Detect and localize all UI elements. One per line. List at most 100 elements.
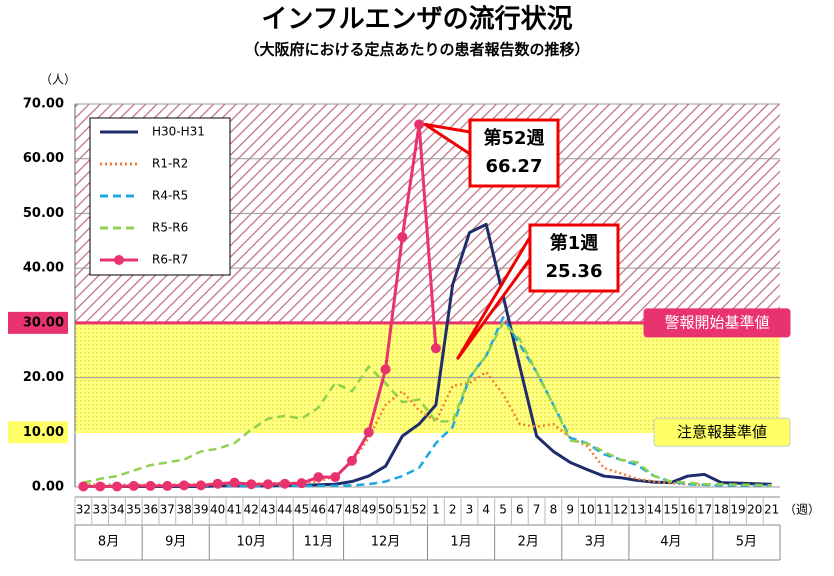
series-marker bbox=[346, 455, 357, 466]
x-tick-label: 9 bbox=[566, 503, 574, 517]
tick-highlight bbox=[8, 311, 68, 334]
series-line bbox=[83, 321, 772, 487]
series-marker bbox=[430, 343, 441, 354]
series-marker bbox=[296, 478, 307, 489]
series-marker bbox=[162, 480, 173, 491]
month-label: 10月 bbox=[236, 535, 266, 550]
x-tick-label: 11 bbox=[596, 503, 611, 517]
x-tick-label: 52 bbox=[411, 503, 426, 517]
x-tick-label: 43 bbox=[260, 503, 275, 517]
y-tick-label: 20.00 bbox=[23, 370, 64, 385]
series-marker bbox=[111, 481, 122, 492]
series-marker bbox=[145, 480, 156, 491]
x-tick-label: 39 bbox=[193, 503, 208, 517]
series-marker bbox=[263, 479, 274, 490]
reference-label-box bbox=[643, 308, 791, 338]
series-marker bbox=[95, 481, 106, 492]
x-tick-label: 12 bbox=[613, 503, 628, 517]
callout-week: 第1週 bbox=[550, 232, 599, 254]
x-tick-label: 46 bbox=[311, 503, 326, 517]
x-unit: （週） bbox=[784, 503, 820, 517]
x-tick-label: 40 bbox=[210, 503, 225, 517]
y-tick-label: 10.00 bbox=[23, 425, 64, 440]
y-tick-label: 50.00 bbox=[23, 206, 64, 221]
callout-value: 66.27 bbox=[486, 156, 543, 177]
legend-label: R6-R7 bbox=[152, 253, 188, 267]
chart-title: インフルエンザの流行状況 bbox=[261, 4, 572, 35]
legend-label: H30-H31 bbox=[152, 125, 205, 139]
x-tick-label: 36 bbox=[143, 503, 158, 517]
x-tick-label: 48 bbox=[344, 503, 359, 517]
x-tick-label: 20 bbox=[747, 503, 762, 517]
x-tick-label: 37 bbox=[160, 503, 175, 517]
x-tick-label: 17 bbox=[697, 503, 712, 517]
x-tick-label: 6 bbox=[516, 503, 524, 517]
callout-week: 第52週 bbox=[483, 127, 544, 149]
series-marker bbox=[313, 472, 324, 483]
month-label: 9月 bbox=[165, 535, 186, 550]
series-marker bbox=[330, 472, 341, 483]
month-label: 8月 bbox=[98, 535, 119, 550]
legend-label: R4-R5 bbox=[152, 189, 188, 203]
series-marker bbox=[380, 364, 391, 375]
x-tick-label: 13 bbox=[630, 503, 645, 517]
x-tick-label: 47 bbox=[328, 503, 343, 517]
series-line bbox=[83, 122, 438, 488]
y-unit: （人） bbox=[40, 73, 76, 87]
legend-marker bbox=[114, 255, 124, 265]
series-marker bbox=[78, 481, 89, 492]
tick-highlight bbox=[8, 421, 68, 444]
x-tick-label: 49 bbox=[361, 503, 376, 517]
reference-label: 警報開始基準値 bbox=[664, 313, 769, 331]
x-tick-label: 8 bbox=[550, 503, 558, 517]
x-tick-label: 3 bbox=[466, 503, 474, 517]
x-tick-label: 38 bbox=[176, 503, 191, 517]
x-tick-label: 2 bbox=[449, 503, 457, 517]
x-tick-label: 32 bbox=[76, 503, 91, 517]
y-tick-label: 70.00 bbox=[23, 97, 64, 112]
month-label: 12月 bbox=[371, 535, 401, 550]
y-tick-label: 60.00 bbox=[23, 151, 64, 166]
month-label: 11月 bbox=[304, 535, 334, 550]
y-tick-label: 40.00 bbox=[23, 261, 64, 276]
x-tick-label: 34 bbox=[109, 503, 124, 517]
month-label: 1月 bbox=[450, 535, 471, 550]
month-label: 4月 bbox=[660, 535, 681, 550]
callout-box bbox=[468, 118, 560, 188]
series-marker bbox=[414, 119, 425, 130]
series-marker bbox=[363, 427, 374, 438]
series-marker bbox=[397, 231, 408, 242]
month-label: 5月 bbox=[736, 535, 757, 550]
month-label: 3月 bbox=[585, 535, 606, 550]
x-tick-label: 15 bbox=[663, 503, 678, 517]
y-tick-label: 30.00 bbox=[23, 315, 64, 330]
x-tick-label: 10 bbox=[579, 503, 594, 517]
x-tick-label: 16 bbox=[680, 503, 695, 517]
series-marker bbox=[246, 479, 257, 490]
x-tick-label: 44 bbox=[277, 503, 292, 517]
callout-value: 25.36 bbox=[546, 261, 603, 282]
callout-cover bbox=[471, 128, 476, 158]
x-tick-label: 14 bbox=[646, 503, 661, 517]
series-marker bbox=[195, 480, 206, 491]
callout-cover bbox=[531, 233, 536, 263]
x-tick-label: 19 bbox=[730, 503, 745, 517]
series-marker bbox=[229, 477, 240, 488]
x-tick-label: 7 bbox=[533, 503, 541, 517]
series-marker bbox=[212, 478, 223, 489]
series-line bbox=[83, 370, 705, 487]
series-marker bbox=[279, 478, 290, 489]
series-marker bbox=[179, 480, 190, 491]
month-label: 2月 bbox=[518, 535, 539, 550]
callout-box bbox=[528, 223, 620, 293]
x-tick-label: 45 bbox=[294, 503, 309, 517]
x-tick-label: 41 bbox=[227, 503, 242, 517]
series-marker bbox=[128, 480, 139, 491]
x-tick-label: 21 bbox=[764, 503, 779, 517]
x-tick-label: 42 bbox=[244, 503, 259, 517]
x-tick-label: 18 bbox=[714, 503, 729, 517]
legend-label: R1-R2 bbox=[152, 157, 188, 171]
y-tick-label: 0.00 bbox=[32, 480, 64, 495]
x-tick-label: 35 bbox=[126, 503, 141, 517]
